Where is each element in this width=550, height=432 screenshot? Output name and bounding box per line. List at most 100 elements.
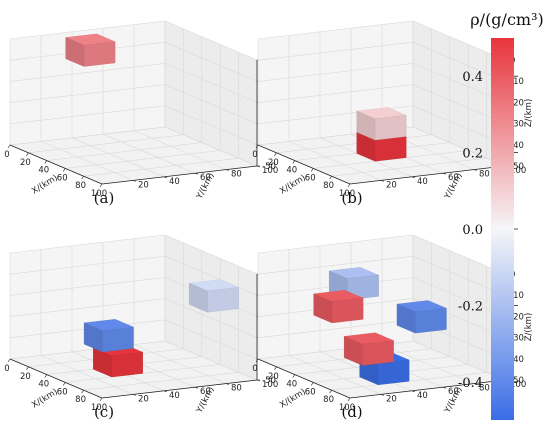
grid-line	[164, 234, 258, 275]
grid-line	[412, 84, 506, 124]
z-tick-label: -40	[510, 355, 524, 365]
x-tick-label: 100	[91, 189, 107, 199]
grid-line	[9, 20, 166, 40]
z-tick-label: -10	[510, 77, 524, 87]
colorbar-tick-label: 0.4	[462, 70, 483, 85]
colorbar-tick-label: -0.4	[458, 376, 483, 391]
y-tick-mark	[473, 169, 478, 171]
y-tick-mark	[225, 169, 230, 171]
block-side-face	[415, 308, 447, 334]
grid-line	[412, 63, 506, 103]
grid-line	[257, 41, 414, 61]
x-axis-line	[9, 144, 103, 185]
y-tick-label: 100	[262, 166, 278, 176]
chart-panel-c: 020406080100204060801000-10-20-30-40-50X…	[4, 234, 286, 421]
x-tick-label: 0	[4, 150, 9, 160]
y-tick-label: 60	[200, 387, 211, 397]
grid-line	[164, 20, 258, 61]
grid-line	[331, 157, 487, 177]
x-tick-mark	[347, 183, 351, 188]
z-tick-label: -50	[510, 376, 524, 386]
block-side-face	[375, 114, 407, 141]
y-tick-mark	[163, 390, 168, 393]
left-pane	[10, 21, 165, 145]
y-tick-label: 100	[510, 166, 526, 176]
density-block-3	[312, 290, 364, 324]
block-side-face	[207, 287, 239, 313]
y-tick-mark	[194, 386, 199, 389]
grid-line	[164, 84, 258, 124]
grid-line	[133, 344, 227, 384]
x-tick-mark	[329, 390, 332, 394]
z-tick-label: -50	[262, 376, 276, 386]
grid-line	[257, 63, 414, 82]
block-side-face	[375, 136, 407, 162]
colorbar-tick-label: -0.2	[458, 299, 483, 314]
y-axis-line	[101, 165, 258, 185]
y-tick-mark	[473, 383, 478, 385]
grid-line	[9, 277, 166, 296]
x-axis-label: X/(km)	[30, 173, 59, 197]
grid-line	[9, 126, 166, 146]
y-tick-label: 80	[231, 384, 242, 394]
grid-line	[288, 355, 382, 395]
grid-line	[164, 63, 258, 103]
grid-line	[257, 234, 414, 254]
x-tick-label: 40	[38, 166, 49, 176]
grid-line	[9, 234, 166, 254]
grid-line	[164, 255, 258, 296]
x-tick-mark	[310, 168, 314, 172]
grid-line	[71, 137, 165, 178]
grid-line	[164, 126, 258, 167]
y-tick-mark	[163, 176, 168, 179]
grid-line	[164, 41, 258, 82]
x-tick-mark	[62, 382, 66, 386]
y-tick-mark	[380, 180, 385, 182]
x-axis-label: X/(km)	[30, 387, 59, 411]
grid-line	[102, 133, 196, 174]
block-side-face	[83, 41, 116, 67]
x-tick-mark	[26, 366, 29, 370]
y-tick-mark	[132, 394, 137, 396]
back-pane	[413, 21, 505, 166]
grid-line	[28, 134, 184, 154]
y-tick-label: 60	[448, 173, 459, 183]
y-tick-mark	[380, 394, 385, 396]
grid-line	[9, 298, 166, 317]
block-side-face	[331, 297, 364, 324]
grid-line	[9, 255, 166, 275]
panel-label: (a)	[94, 189, 115, 207]
density-block-2	[396, 300, 448, 334]
x-tick-label: 80	[323, 395, 334, 405]
y-tick-label: 20	[386, 394, 397, 404]
x-tick-mark	[81, 176, 84, 180]
y-tick-label: 20	[138, 394, 149, 404]
x-tick-mark	[310, 382, 314, 386]
y-axis-label: Y/(km)	[194, 385, 216, 415]
chart-panel-b: 020406080100204060801000-10-20-30-40-50X…	[252, 20, 534, 207]
grid-line	[40, 141, 134, 181]
x-tick-label: 80	[75, 181, 86, 191]
colorbar-tick-label: 0.0	[462, 223, 483, 238]
grid-line	[381, 344, 475, 384]
grid-line	[412, 234, 506, 275]
y-axis-label: Y/(km)	[194, 171, 216, 201]
y-tick-label: 20	[386, 180, 397, 190]
grid-line	[164, 298, 258, 338]
x-tick-label: 60	[57, 387, 68, 397]
z-tick-label: -40	[510, 141, 524, 151]
x-tick-label: 40	[286, 166, 297, 176]
x-tick-mark	[292, 160, 296, 164]
x-tick-mark	[44, 374, 48, 378]
x-tick-label: 80	[323, 181, 334, 191]
x-tick-mark	[81, 390, 84, 394]
y-tick-label: 80	[479, 170, 490, 180]
grid-line	[288, 141, 382, 181]
z-tick-label: -10	[510, 291, 524, 301]
y-axis-line	[349, 165, 506, 185]
z-axis-label: Z/(km)	[524, 99, 534, 128]
x-tick-label: 40	[38, 380, 49, 390]
x-tick-label: 40	[286, 380, 297, 390]
y-tick-label: 40	[417, 177, 428, 187]
